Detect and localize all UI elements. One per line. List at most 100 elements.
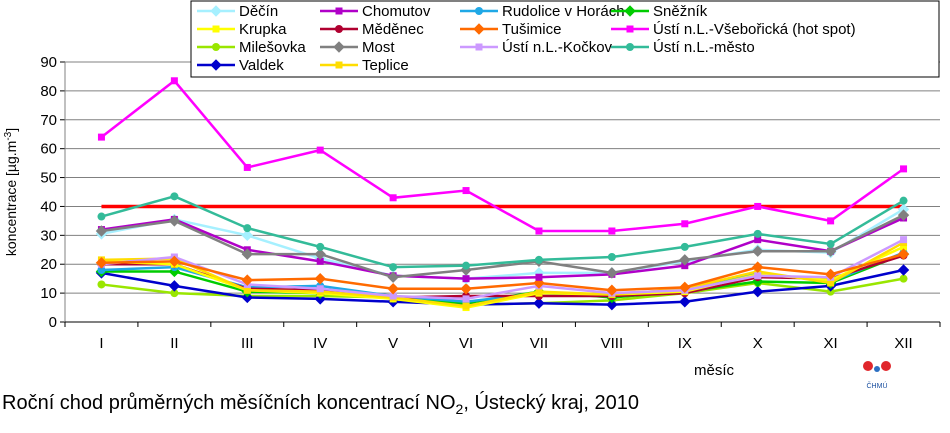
point-usti-n-l-kockov-xii xyxy=(900,236,908,244)
y-tick-label-90: 90 xyxy=(40,54,57,71)
point-usti-n-l-mesto-xii xyxy=(899,196,908,205)
caption-subscript: 2 xyxy=(455,401,464,417)
point-tusimice-vi xyxy=(460,283,472,295)
y-tick-label-30: 30 xyxy=(40,227,57,244)
legend-swatch-marker xyxy=(335,61,343,69)
x-tick-label-viii: VIII xyxy=(601,335,624,352)
x-axis: I II III IV V VI VII VIII IX X XI XII xyxy=(64,321,941,352)
y-tick-label-50: 50 xyxy=(40,170,57,187)
x-tick-label-xi: XI xyxy=(824,335,838,352)
logo-red-dot-right xyxy=(881,361,891,371)
series-lines xyxy=(95,77,910,312)
logo-red-dot-left xyxy=(863,361,873,371)
series-most xyxy=(95,209,910,283)
x-axis-title: měsíc xyxy=(694,362,735,379)
legend-swatch-marker xyxy=(475,7,483,15)
point-milesovka-xi xyxy=(826,287,835,296)
point-milesovka-i xyxy=(97,280,106,289)
legend-swatch-marker xyxy=(212,25,220,33)
series-line-teplice xyxy=(101,241,905,308)
legend-label: Měděnec xyxy=(362,21,424,38)
legend-item-medenec: Měděnec xyxy=(320,21,424,38)
legend-item-valdek: Valdek xyxy=(197,57,284,74)
legend-swatch-marker xyxy=(210,5,222,17)
point-usti-n-l-vseboricka-hot-spot-viii xyxy=(608,227,616,235)
point-usti-n-l-mesto-vi xyxy=(462,261,471,270)
point-tusimice-i xyxy=(95,257,108,269)
legend-item-milesovka: Milešovka xyxy=(197,39,306,56)
y-axis: 0 10 20 30 40 50 60 70 80 90 xyxy=(40,54,66,331)
legend-label: Krupka xyxy=(239,21,287,38)
legend-label: Most xyxy=(362,39,395,56)
y-tick-label-60: 60 xyxy=(40,141,57,158)
point-usti-n-l-vseboricka-hot-spot-iv xyxy=(316,146,324,154)
point-usti-n-l-kockov-iv xyxy=(316,285,324,293)
legend-label: Ústí n.L.-Všebořická (hot spot) xyxy=(653,21,856,38)
point-usti-n-l-vseboricka-hot-spot-x xyxy=(754,202,762,210)
series-line-chomutov xyxy=(101,216,905,280)
legend-item-decin: Děčín xyxy=(197,3,278,20)
x-tick-label-ii: II xyxy=(170,335,178,352)
caption-rest: , Ústecký kraj, 2010 xyxy=(463,392,639,414)
point-valdek-ix xyxy=(679,296,691,308)
point-tusimice-xi xyxy=(824,268,837,281)
series-line-usti-n-l-mesto xyxy=(101,195,905,269)
point-usti-n-l-vseboricka-hot-spot-iii xyxy=(243,163,251,171)
point-teplice-vi xyxy=(462,302,470,310)
y-tick-label-10: 10 xyxy=(40,285,57,302)
point-usti-n-l-mesto-v xyxy=(389,263,398,272)
point-most-viii xyxy=(606,267,618,279)
legend-swatch-marker xyxy=(335,25,343,33)
chart-caption: Roční chod průměrných měsíčních koncentr… xyxy=(2,392,639,417)
x-tick-label-ix: IX xyxy=(678,335,692,352)
legend-swatch-marker xyxy=(624,5,636,17)
x-tick-label-xii: XII xyxy=(894,335,912,352)
point-chomutov-iv xyxy=(316,257,324,265)
legend-swatch-marker xyxy=(333,41,345,53)
legend-item-teplice: Teplice xyxy=(320,57,409,74)
point-most-i xyxy=(95,225,108,237)
point-most-xi xyxy=(824,245,837,257)
legend-label: Valdek xyxy=(239,57,284,74)
point-most-v xyxy=(387,271,399,283)
series-usti-n-l-mesto xyxy=(97,192,908,272)
point-valdek-xii xyxy=(897,264,910,276)
point-most-ii xyxy=(168,215,181,227)
legend-label: Děčín xyxy=(239,3,278,20)
series-line-usti-n-l-vseboricka-hot-spot xyxy=(100,79,905,233)
point-decin-iii xyxy=(241,229,253,242)
point-most-iv xyxy=(314,248,326,260)
point-chomutov-ix xyxy=(681,262,689,270)
legend-swatch-marker xyxy=(626,25,634,33)
point-chomutov-x xyxy=(754,236,762,244)
point-usti-n-l-mesto-ix xyxy=(680,242,689,251)
point-usti-n-l-vseboricka-hot-spot-vi xyxy=(462,187,470,195)
x-tick-label-i: I xyxy=(99,335,103,352)
point-usti-n-l-mesto-iv xyxy=(316,242,325,251)
point-most-ix xyxy=(679,254,691,266)
logo-blue-dot xyxy=(874,366,880,372)
point-tusimice-iii xyxy=(241,274,253,286)
series-usti-n-l-vseboricka-hot-spot xyxy=(97,77,908,235)
caption-main: Roční chod průměrných měsíčních koncentr… xyxy=(2,392,456,414)
legend-swatch-marker xyxy=(335,7,343,15)
series-line-most xyxy=(101,213,905,279)
point-tusimice-ix xyxy=(679,281,691,294)
legend-item-sneznik: Sněžník xyxy=(611,3,708,20)
legend-label: Teplice xyxy=(362,57,409,74)
x-tick-label-iv: IV xyxy=(313,335,327,352)
legend-swatch-marker xyxy=(212,43,220,51)
point-usti-n-l-vseboricka-hot-spot-i xyxy=(97,133,105,141)
point-tusimice-viii xyxy=(606,284,618,296)
legend-item-rudolice-v-horach: Rudolice v Horách xyxy=(460,3,625,20)
legend-swatch-marker xyxy=(626,43,634,51)
legend-label: Sněžník xyxy=(653,3,708,20)
chmu-logo: ČHMÚ xyxy=(863,361,891,390)
legend-item-krupka: Krupka xyxy=(197,21,287,38)
legend-swatch-marker xyxy=(473,23,485,35)
point-usti-n-l-mesto-vii xyxy=(534,255,543,264)
series-line-valdek xyxy=(101,268,904,306)
logo-text: ČHMÚ xyxy=(867,381,888,390)
point-tusimice-iv xyxy=(314,272,326,285)
